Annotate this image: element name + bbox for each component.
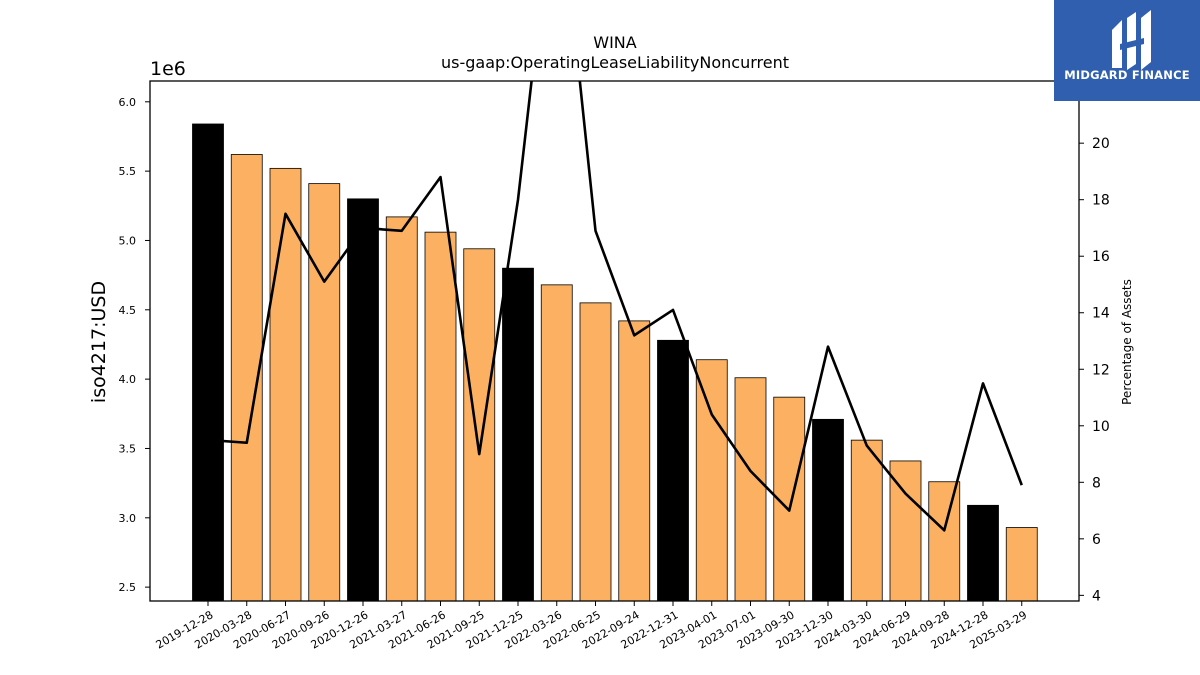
bar-2019-12-28 — [192, 123, 224, 602]
bar-2020-12-26 — [347, 198, 379, 602]
bar-2021-12-25 — [502, 267, 534, 602]
logo-name: MIDGARD FINANCE — [1064, 68, 1190, 82]
bar-2024-12-28 — [967, 504, 999, 602]
y-tick-label: 6.0 — [119, 96, 137, 109]
y-tick-label: 5.0 — [119, 234, 137, 247]
bar-2020-06-27 — [269, 167, 302, 602]
bar-2023-04-01 — [695, 359, 728, 602]
y-tick-label: 4.5 — [119, 304, 137, 317]
y-right-tick-label: 18 — [1092, 193, 1110, 209]
y-tick-label: 3.0 — [119, 512, 137, 525]
y-tick-label: 5.5 — [119, 165, 137, 178]
midgard-finance-logo: MIDGARD FINANCE — [1054, 0, 1200, 101]
y-tick-label: 3.5 — [119, 442, 137, 455]
y-axis-label: iso4217:USD — [88, 281, 110, 403]
logo-mark-icon — [1112, 10, 1151, 70]
y-tick-label: 2.5 — [119, 581, 137, 594]
y-right-tick-label: 6 — [1092, 532, 1101, 548]
y-axis-right-label: Percentage of Assets — [1120, 279, 1134, 405]
bar-2023-12-30 — [812, 418, 844, 602]
y-tick-label: 4.0 — [119, 373, 137, 386]
bar-2022-12-31 — [657, 339, 689, 602]
bar-2023-07-01 — [734, 377, 767, 602]
bar-2024-03-30 — [850, 439, 883, 602]
y-right-tick-label: 10 — [1092, 419, 1110, 435]
y-right-tick-label: 4 — [1092, 588, 1101, 604]
bar-2024-09-28 — [928, 481, 961, 602]
bar-2025-03-29 — [1005, 527, 1038, 602]
plot-frame — [149, 80, 1080, 602]
bar-2022-06-25 — [579, 302, 612, 602]
bar-2024-06-29 — [889, 460, 922, 602]
chart-subtitle: us-gaap:OperatingLeaseLiabilityNoncurren… — [441, 53, 789, 72]
y-right-tick-label: 12 — [1092, 362, 1110, 378]
y-right-tick-label: 20 — [1092, 136, 1110, 152]
y-right-tick-label: 14 — [1092, 306, 1110, 322]
bar-2021-09-25 — [463, 248, 496, 602]
bar-2020-09-26 — [308, 183, 341, 602]
bar-2022-03-26 — [540, 284, 573, 602]
y-multiplier-label: 1e6 — [150, 58, 186, 80]
percentage-of-assets-line — [207, 81, 1023, 532]
bar-2021-06-26 — [424, 231, 457, 602]
bar-2021-03-27 — [385, 216, 418, 602]
y-right-tick-label: 16 — [1092, 249, 1110, 265]
bar-2022-09-24 — [618, 320, 651, 602]
y-right-tick-label: 8 — [1092, 475, 1101, 491]
chart-title: WINA — [593, 33, 637, 52]
